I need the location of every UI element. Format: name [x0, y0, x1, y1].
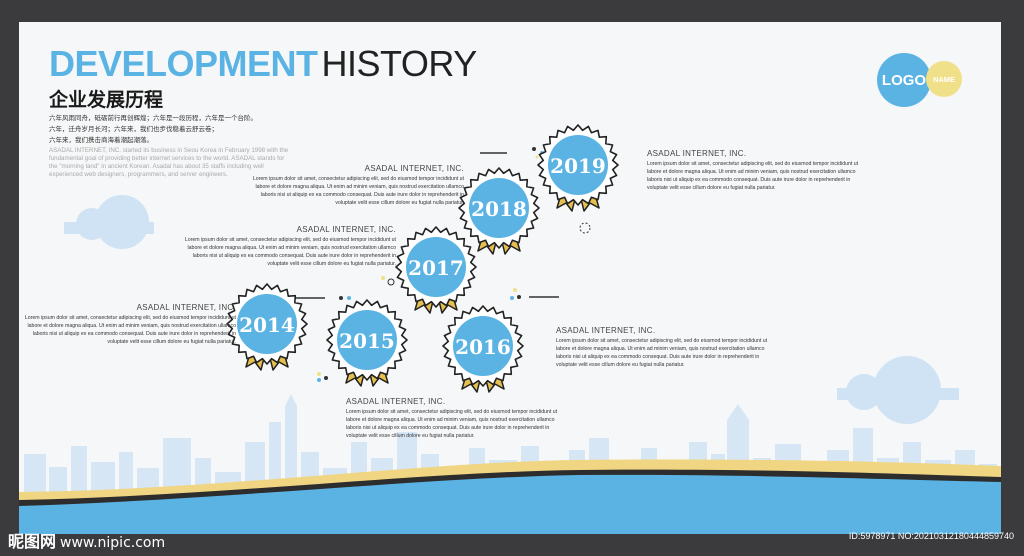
medal-group: 2014 2015 2016 2017 2018 2019 [226, 124, 619, 393]
intro-en: ASADAL INTERNET, INC. started its busine… [49, 147, 289, 178]
year-label: 2019 [550, 154, 606, 178]
cloud-icon [64, 195, 154, 249]
intro-line: 六年，迁舟岁月长河；六年来，我们也步伐稳着云舒云卷； [49, 125, 218, 133]
timeline-entry-2018: ASADAL INTERNET, INC. Lorem ipsum dolor … [249, 164, 464, 208]
subtitle-cn: 企业发展历程 [49, 89, 164, 111]
year-label: 2017 [408, 256, 464, 280]
medal-disc [337, 310, 397, 370]
medal-disc [548, 135, 608, 195]
entry-text: Lorem ipsum dolor sit amet, consectetur … [346, 409, 558, 439]
intro-line: 六年来，我们携击商海着潮起潮落。 [49, 136, 153, 144]
medal-badge-2019: 2019 [537, 124, 619, 212]
timeline-entry-2017: ASADAL INTERNET, INC. Lorem ipsum dolor … [181, 225, 396, 269]
medal-badge-2014: 2014 [226, 283, 308, 371]
medal-disc [469, 178, 529, 238]
medal-badge-2017: 2017 [395, 226, 477, 314]
entry-text: Lorem ipsum dolor sit amet, consectetur … [24, 315, 236, 345]
medal-badge-2018: 2018 [458, 167, 540, 255]
timeline-entry-2019: ASADAL INTERNET, INC. Lorem ipsum dolor … [647, 149, 862, 193]
medal-disc [406, 237, 466, 297]
watermark-brand-text: 昵图网 [8, 532, 57, 551]
entry-company: ASADAL INTERNET, INC. [296, 225, 396, 234]
entry-company: ASADAL INTERNET, INC. [647, 149, 747, 158]
poster-board: 2014 2015 2016 2017 2018 2019 DEVELOPMENT HIST… [19, 22, 1001, 534]
entry-company: ASADAL INTERNET, INC. [556, 326, 656, 335]
background-scene: 2014 2015 2016 2017 2018 2019 [19, 124, 1001, 534]
timeline-entry-2016: ASADAL INTERNET, INC. Lorem ipsum dolor … [556, 326, 771, 370]
title-accent: DEVELOPMENT [49, 43, 318, 84]
page-title: DEVELOPMENT HISTORY [49, 44, 477, 84]
watermark-brand: 昵图网 www.nipic.com [8, 528, 165, 552]
decoration-lines [295, 152, 559, 299]
watermark-url: www.nipic.com [60, 535, 166, 551]
medal-badge-2015: 2015 [326, 299, 408, 387]
entry-company: ASADAL INTERNET, INC. [364, 164, 464, 173]
year-label: 2015 [339, 329, 395, 353]
entry-company: ASADAL INTERNET, INC. [136, 303, 236, 312]
cloud-icon [837, 356, 959, 424]
intro-cn: 六年风雨同舟，砥砺前行再创辉煌；六年是一段历程，六年是一个台阶。 六年，迁舟岁月… [49, 113, 257, 146]
logo-name-badge: NAME [926, 61, 962, 97]
timeline-entry-2014: ASADAL INTERNET, INC. Lorem ipsum dolor … [21, 303, 236, 347]
title-rest: HISTORY [321, 43, 478, 84]
entry-company: ASADAL INTERNET, INC. [346, 397, 446, 406]
entry-text: Lorem ipsum dolor sit amet, consectetur … [647, 161, 859, 191]
year-label: 2018 [471, 197, 527, 221]
intro-line: 六年风雨同舟，砥砺前行再创辉煌；六年是一段历程，六年是一个台阶。 [49, 114, 257, 122]
entry-text: Lorem ipsum dolor sit amet, consectetur … [252, 176, 464, 206]
decoration-dots [317, 147, 591, 382]
timeline-entry-2015: ASADAL INTERNET, INC. Lorem ipsum dolor … [346, 397, 561, 441]
medal-badge-2016: 2016 [442, 305, 524, 393]
medal-disc [237, 294, 297, 354]
entry-text: Lorem ipsum dolor sit amet, consectetur … [556, 338, 768, 368]
watermark-id: ID:5978971 NO:20210312180444859740 [848, 531, 1014, 541]
entry-text: Lorem ipsum dolor sit amet, consectetur … [184, 237, 396, 267]
medal-disc [453, 316, 513, 376]
wave-icon [19, 459, 1001, 534]
year-label: 2016 [455, 335, 511, 359]
logo-circle-icon: LOGO [877, 53, 931, 107]
year-label: 2014 [239, 313, 295, 337]
